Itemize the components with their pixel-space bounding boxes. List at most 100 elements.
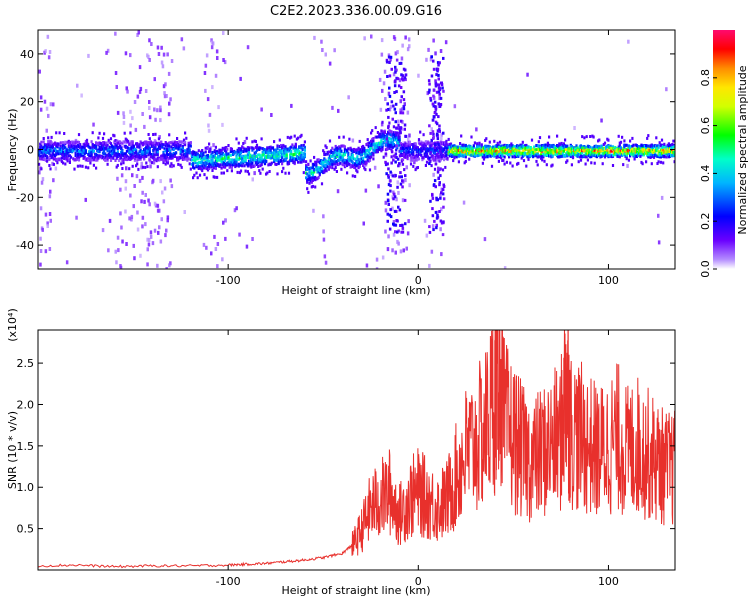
spectrogram-cell: [89, 161, 92, 165]
spectrogram-cell: [541, 155, 544, 158]
spectrogram-cell: [391, 206, 394, 211]
spectrogram-cell: [493, 152, 496, 156]
spectrogram-cell: [229, 150, 232, 154]
spectrogram-cell: [484, 149, 487, 153]
spectrogram-cell: [427, 90, 431, 94]
spectrogram-cell: [441, 86, 444, 90]
spectrogram-cell: [436, 129, 440, 133]
spectrogram-cell: [381, 132, 384, 136]
spectrogram-cell: [235, 163, 238, 167]
spectrogram-cell: [206, 154, 210, 157]
spectrogram-cell: [208, 142, 211, 146]
spectrogram-cell: [261, 167, 264, 171]
spectrogram-cell: [665, 152, 668, 155]
spectrogram-cell: [129, 109, 132, 114]
spectrogram-cell: [480, 149, 483, 153]
spectrogram-cell: [625, 143, 628, 147]
spectrogram-cell: [58, 149, 61, 153]
spectrogram-cell: [220, 155, 223, 159]
spectrogram-cell: [178, 146, 181, 150]
spectrogram-cell: [492, 145, 495, 149]
spectrogram-cell: [440, 132, 443, 137]
spectrogram-cell: [520, 146, 523, 150]
spectrogram-cell: [342, 135, 345, 139]
spectrogram-cell: [141, 165, 144, 169]
spectrogram-cell: [84, 144, 87, 148]
spectrogram-cell: [214, 73, 218, 78]
spectrogram-cell: [437, 73, 440, 77]
spectrogram-cell: [556, 150, 559, 154]
spectrogram-cell: [668, 149, 672, 153]
spectrogram-cell: [135, 174, 139, 179]
spectrogram-cell: [192, 176, 195, 180]
spectrogram-cell: [320, 162, 324, 166]
spectrogram-cell: [433, 179, 437, 183]
spectrogram-cell: [412, 153, 415, 156]
spectrogram-cell: [259, 146, 262, 150]
spectrogram-cell: [292, 157, 295, 161]
spectrogram-cell: [195, 171, 198, 175]
spectrogram-cell: [212, 164, 215, 168]
spectrogram-cell: [659, 155, 662, 159]
spectrogram-cell: [663, 146, 666, 149]
spectrogram-cell: [436, 141, 439, 145]
spectrogram-cell: [403, 123, 407, 127]
spectrogram-cell: [284, 171, 287, 175]
spectrogram-cell: [512, 152, 515, 156]
spectrogram-cell: [424, 143, 427, 147]
spectrogram-cell: [617, 134, 620, 138]
spectrogram-cell: [95, 141, 98, 145]
spectrogram-cell: [415, 166, 418, 170]
spectrogram-cell: [655, 147, 658, 150]
spectrogram-cell: [493, 139, 496, 143]
spectrogram-cell: [265, 172, 268, 176]
spectrogram-cell: [356, 163, 359, 167]
spectrogram-cell: [200, 167, 203, 171]
spectrogram-cell: [195, 153, 198, 157]
spectrogram-cell: [166, 144, 170, 148]
spectrogram-cell: [619, 151, 623, 155]
spectrogram-cell: [398, 143, 401, 147]
spectrogram-cell: [657, 145, 660, 149]
spectrogram-cell: [404, 134, 408, 138]
spectrogram-cell: [217, 154, 220, 158]
spectrogram-cell: [165, 155, 168, 159]
spectrogram-cell: [387, 140, 390, 144]
spectrogram-cell: [259, 171, 262, 175]
spectrogram-cell: [306, 172, 309, 176]
spectrogram-cell: [347, 151, 350, 155]
spectrogram-cell: [503, 162, 506, 166]
spectrogram-cell: [347, 154, 350, 158]
spectrogram-cell: [443, 142, 446, 146]
spectrogram-cell: [558, 151, 561, 155]
spectrogram-cell: [638, 151, 641, 155]
spectrogram-cell: [39, 142, 42, 146]
spectrogram-cell: [123, 131, 126, 135]
spectrogram-cell: [135, 164, 138, 168]
spectrogram-cell: [170, 153, 173, 157]
spectrogram-cell: [122, 158, 125, 162]
spectrogram-cell: [112, 151, 115, 155]
spectrogram-cell: [583, 136, 586, 140]
spectrogram-cell: [435, 216, 439, 220]
spectrogram-cell: [387, 174, 390, 178]
spectrogram-cell: [69, 155, 73, 159]
spectrogram-cell: [80, 145, 83, 149]
spectrogram-cell: [610, 147, 613, 151]
spectrogram-cell: [158, 135, 161, 140]
spectrogram-cell: [218, 158, 221, 162]
spectrogram-cell: [132, 151, 135, 155]
spectrogram-cell: [298, 150, 301, 153]
spectrogram-cell: [427, 141, 430, 145]
spectrogram-cell: [305, 160, 308, 164]
spectrogram-cell: [416, 146, 419, 150]
spectrogram-cell: [235, 137, 238, 141]
spectrogram-cell: [125, 145, 128, 149]
spectrogram-cell: [646, 152, 649, 155]
snr-y-tick-label: 1.5: [17, 440, 35, 453]
spectrogram-cell: [429, 96, 432, 100]
spectrogram-cell: [121, 167, 124, 170]
spectrogram-cell: [421, 156, 424, 160]
spectrogram-cell: [306, 180, 309, 184]
spectrogram-cell: [92, 157, 95, 161]
